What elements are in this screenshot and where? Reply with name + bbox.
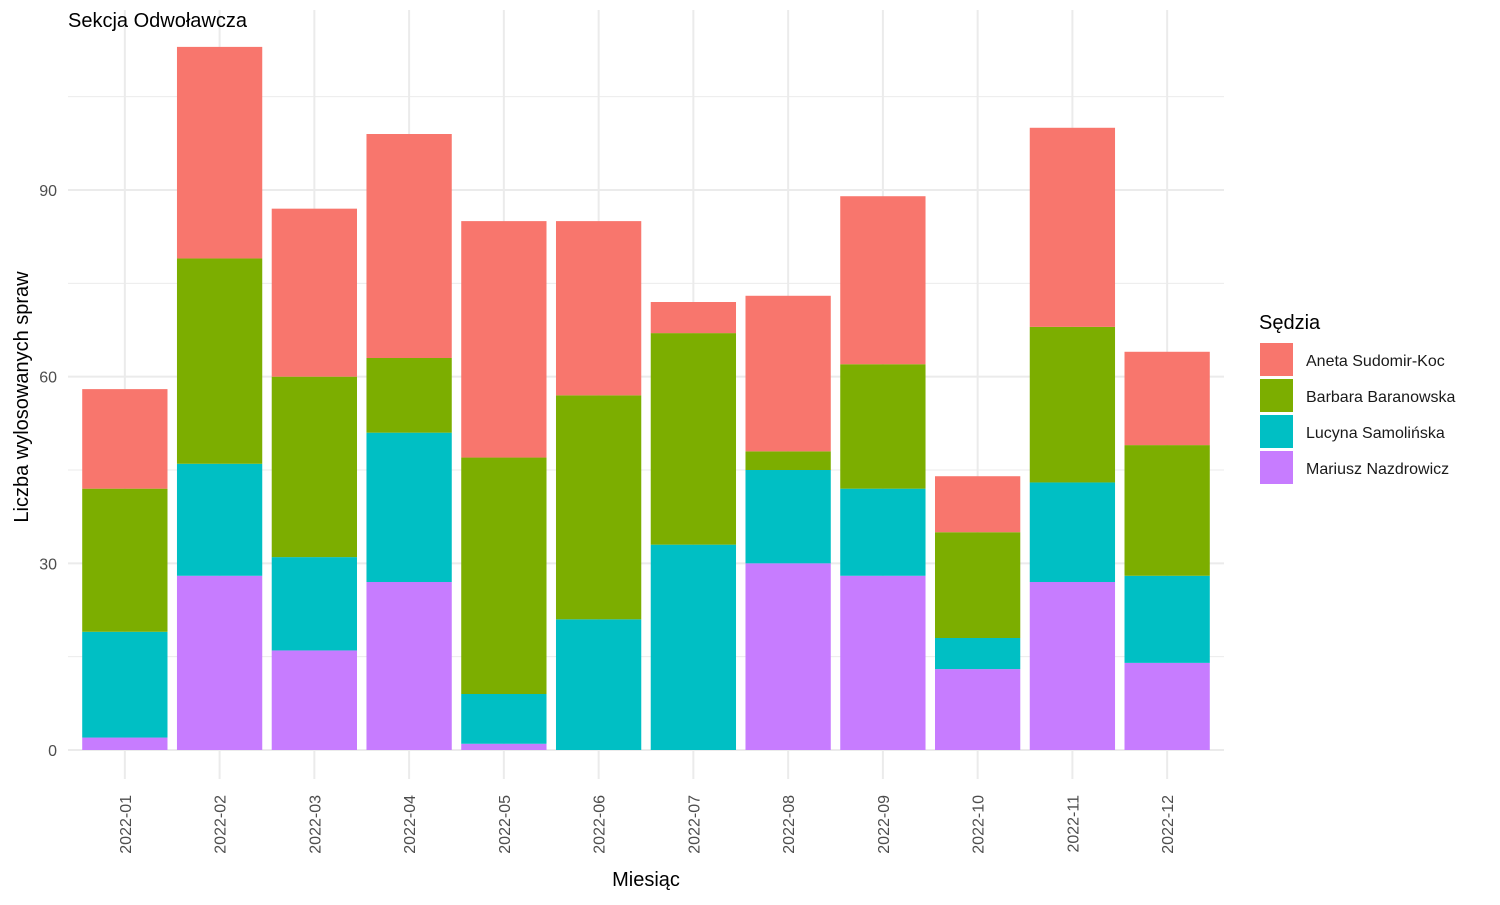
y-tick-label: 90 — [39, 183, 57, 200]
legend-title: Sędzia — [1259, 312, 1321, 334]
x-axis: 2022-01 2022-02 2022-03 2022-04 2022-05 2022-… — [118, 795, 1177, 854]
bar-segment — [840, 575, 926, 750]
legend-key — [1260, 415, 1293, 448]
bar-segment — [461, 694, 547, 744]
bar-segment — [840, 488, 926, 576]
x-tick-label: 2022-06 — [592, 795, 609, 854]
bar-segment — [1124, 445, 1210, 576]
bar-segment — [82, 488, 168, 632]
bar-segment — [176, 258, 263, 464]
x-tick-label: 2022-10 — [971, 795, 988, 854]
y-tick-label: 0 — [48, 743, 57, 760]
bar-segment — [366, 358, 452, 433]
bar-segment — [935, 532, 1021, 638]
bar-segment — [935, 638, 1021, 670]
bar-segment — [366, 432, 452, 582]
bar-segment — [1124, 351, 1210, 446]
x-tick-label: 2022-07 — [686, 795, 703, 854]
bar-segment — [745, 563, 831, 750]
bar-segment — [555, 221, 642, 396]
x-tick-label: 2022-01 — [118, 795, 135, 854]
legend-key — [1260, 343, 1293, 376]
legend-label: Lucyna Samolińska — [1306, 425, 1445, 442]
legend: Sędzia Aneta Sudomir-Koc Barbara Baranows… — [1259, 312, 1456, 484]
bar-segment — [461, 457, 547, 694]
bar-segment — [555, 395, 642, 620]
bar-segment — [176, 575, 263, 750]
bar-segment — [555, 619, 642, 750]
legend-label: Mariusz Nazdrowicz — [1306, 461, 1449, 478]
bar-segment — [745, 470, 831, 564]
y-axis: 0 30 60 90 — [39, 183, 57, 760]
bar-segment — [1029, 326, 1116, 483]
bar-segment — [461, 743, 547, 750]
x-tick-label: 2022-02 — [213, 795, 230, 854]
x-tick-label: 2022-03 — [307, 795, 324, 854]
bar-segment — [366, 582, 452, 750]
bar-segment — [840, 364, 926, 489]
bar-segment — [745, 295, 831, 452]
bar-segment — [1124, 662, 1210, 750]
bar-segment — [82, 631, 168, 738]
y-tick-label: 60 — [39, 370, 57, 387]
bar-segment — [1124, 575, 1210, 663]
bar-segment — [271, 376, 357, 558]
bar-segment — [1029, 127, 1116, 327]
legend-key — [1260, 451, 1293, 484]
x-tick-label: 2022-08 — [781, 795, 798, 854]
legend-key — [1260, 379, 1293, 412]
legend-label: Barbara Baranowska — [1306, 389, 1456, 406]
y-tick-label: 30 — [39, 556, 57, 573]
x-tick-label: 2022-04 — [402, 795, 419, 854]
bar-segment — [461, 221, 547, 458]
bar-segment — [650, 302, 737, 334]
bar-segment — [745, 451, 831, 470]
bar-segment — [271, 208, 357, 377]
bar-segment — [650, 544, 737, 750]
bar-segment — [1029, 482, 1116, 582]
bar-segment — [840, 196, 926, 365]
chart-title: Sekcja Odwoławcza — [68, 10, 248, 32]
bar-segment — [82, 737, 168, 750]
x-tick-label: 2022-12 — [1160, 795, 1177, 854]
bar-segment — [1029, 582, 1116, 750]
bar-segment — [82, 389, 168, 489]
x-tick-label: 2022-11 — [1065, 795, 1082, 853]
bar-segment — [176, 46, 263, 259]
x-axis-title: Miesiąc — [612, 869, 680, 891]
bar-segment — [271, 557, 357, 651]
legend-label: Aneta Sudomir-Koc — [1306, 353, 1445, 370]
bars — [82, 46, 1210, 750]
bar-segment — [176, 463, 263, 576]
y-axis-title: Liczba wylosowanych spraw — [11, 271, 33, 523]
x-tick-label: 2022-09 — [876, 795, 893, 854]
bar-segment — [366, 134, 452, 358]
bar-segment — [935, 669, 1021, 750]
bar-segment — [271, 650, 357, 750]
x-tick-label: 2022-05 — [497, 795, 514, 854]
bar-segment — [650, 333, 737, 545]
bar-segment — [935, 476, 1021, 533]
